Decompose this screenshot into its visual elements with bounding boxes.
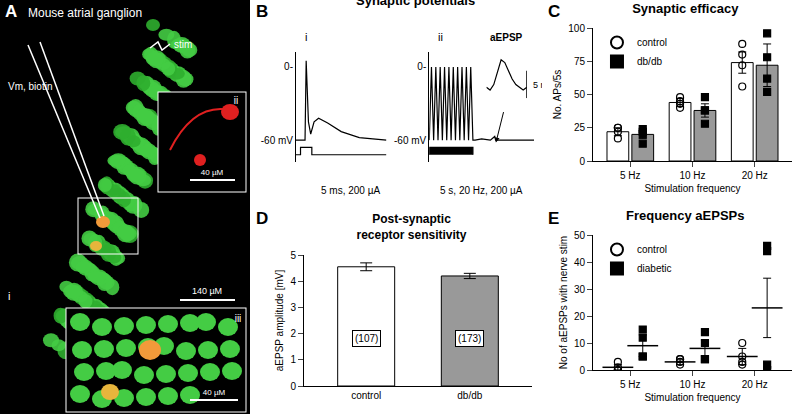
svg-text:db/db: db/db (457, 390, 482, 401)
svg-text:ii: ii (438, 31, 443, 43)
svg-text:Synaptic efficacy: Synaptic efficacy (632, 1, 739, 16)
svg-text:0: 0 (290, 381, 296, 392)
svg-text:db/db: db/db (637, 56, 662, 67)
svg-text:10: 10 (574, 338, 586, 349)
svg-text:0: 0 (579, 365, 585, 376)
svg-text:stim: stim (174, 39, 192, 50)
html-text:E: E (548, 209, 560, 228)
svg-text:No. APs/5s: No. APs/5s (552, 70, 563, 119)
svg-text:50: 50 (574, 230, 586, 241)
svg-text:control: control (637, 37, 667, 48)
svg-text:5 Hz: 5 Hz (620, 170, 641, 181)
svg-text:50: 50 (574, 89, 586, 100)
svg-text:5 s, 20 Hz, 200 µA: 5 s, 20 Hz, 200 µA (440, 185, 523, 196)
svg-text:Stimulation frequency: Stimulation frequency (644, 183, 740, 194)
svg-text:No of aEPSPs with nerve stim: No of aEPSPs with nerve stim (558, 236, 569, 369)
svg-text:10 Hz: 10 Hz (679, 170, 705, 181)
svg-text:Frequency aEPSPs: Frequency aEPSPs (626, 208, 745, 223)
svg-text:aEPSP: aEPSP (490, 32, 523, 43)
svg-text:(173): (173) (458, 333, 481, 344)
svg-text:0-: 0- (417, 61, 426, 72)
svg-text:40: 40 (574, 257, 586, 268)
svg-text:20 Hz: 20 Hz (742, 170, 768, 181)
svg-text:Stimulation frequency: Stimulation frequency (644, 392, 740, 403)
svg-text:ii: ii (234, 95, 238, 106)
svg-text:-60 mV: -60 mV (261, 135, 294, 146)
svg-text:i: i (8, 290, 10, 302)
svg-text:30: 30 (574, 284, 586, 295)
svg-text:Vm, biotin: Vm, biotin (8, 81, 52, 92)
svg-text:25: 25 (574, 122, 586, 133)
svg-text:control: control (637, 244, 667, 255)
svg-text:4: 4 (290, 276, 296, 287)
svg-text:i: i (305, 31, 307, 43)
svg-text:5 Hz: 5 Hz (620, 379, 641, 390)
html-text:C: C (548, 2, 561, 21)
svg-text:20 Hz: 20 Hz (742, 379, 768, 390)
svg-text:10 Hz: 10 Hz (679, 379, 705, 390)
svg-text:-60 mV: -60 mV (394, 135, 427, 146)
svg-text:75: 75 (574, 56, 586, 67)
svg-text:Mouse atrial ganglion: Mouse atrial ganglion (28, 6, 142, 20)
svg-text:3: 3 (290, 302, 296, 313)
svg-text:iii: iii (235, 313, 242, 324)
svg-text:140 µM: 140 µM (192, 286, 222, 296)
svg-text:Synaptic potentials: Synaptic potentials (356, 0, 475, 8)
svg-text:5 mV: 5 mV (533, 80, 542, 90)
svg-text:diabetic: diabetic (637, 263, 671, 274)
svg-text:40 µM: 40 µM (201, 168, 224, 177)
html-text:D: D (256, 209, 269, 228)
svg-text:Post-synapticreceptor sensitiv: Post-synapticreceptor sensitivity (356, 212, 466, 242)
svg-text:0-: 0- (284, 61, 293, 72)
svg-text:100: 100 (568, 23, 585, 34)
svg-text:(107): (107) (355, 333, 378, 344)
svg-text:0: 0 (579, 156, 585, 167)
html-text:B: B (256, 2, 269, 21)
svg-text:40 µM: 40 µM (203, 388, 226, 397)
svg-text:control: control (351, 390, 381, 401)
html-text:A: A (5, 2, 18, 21)
svg-text:2: 2 (290, 328, 296, 339)
svg-text:aEPSP amplitude [mV]: aEPSP amplitude [mV] (274, 270, 285, 372)
svg-text:1: 1 (290, 354, 296, 365)
svg-text:5 ms, 200 µA: 5 ms, 200 µA (321, 185, 380, 196)
svg-text:5: 5 (290, 250, 296, 261)
svg-text:20: 20 (574, 311, 586, 322)
